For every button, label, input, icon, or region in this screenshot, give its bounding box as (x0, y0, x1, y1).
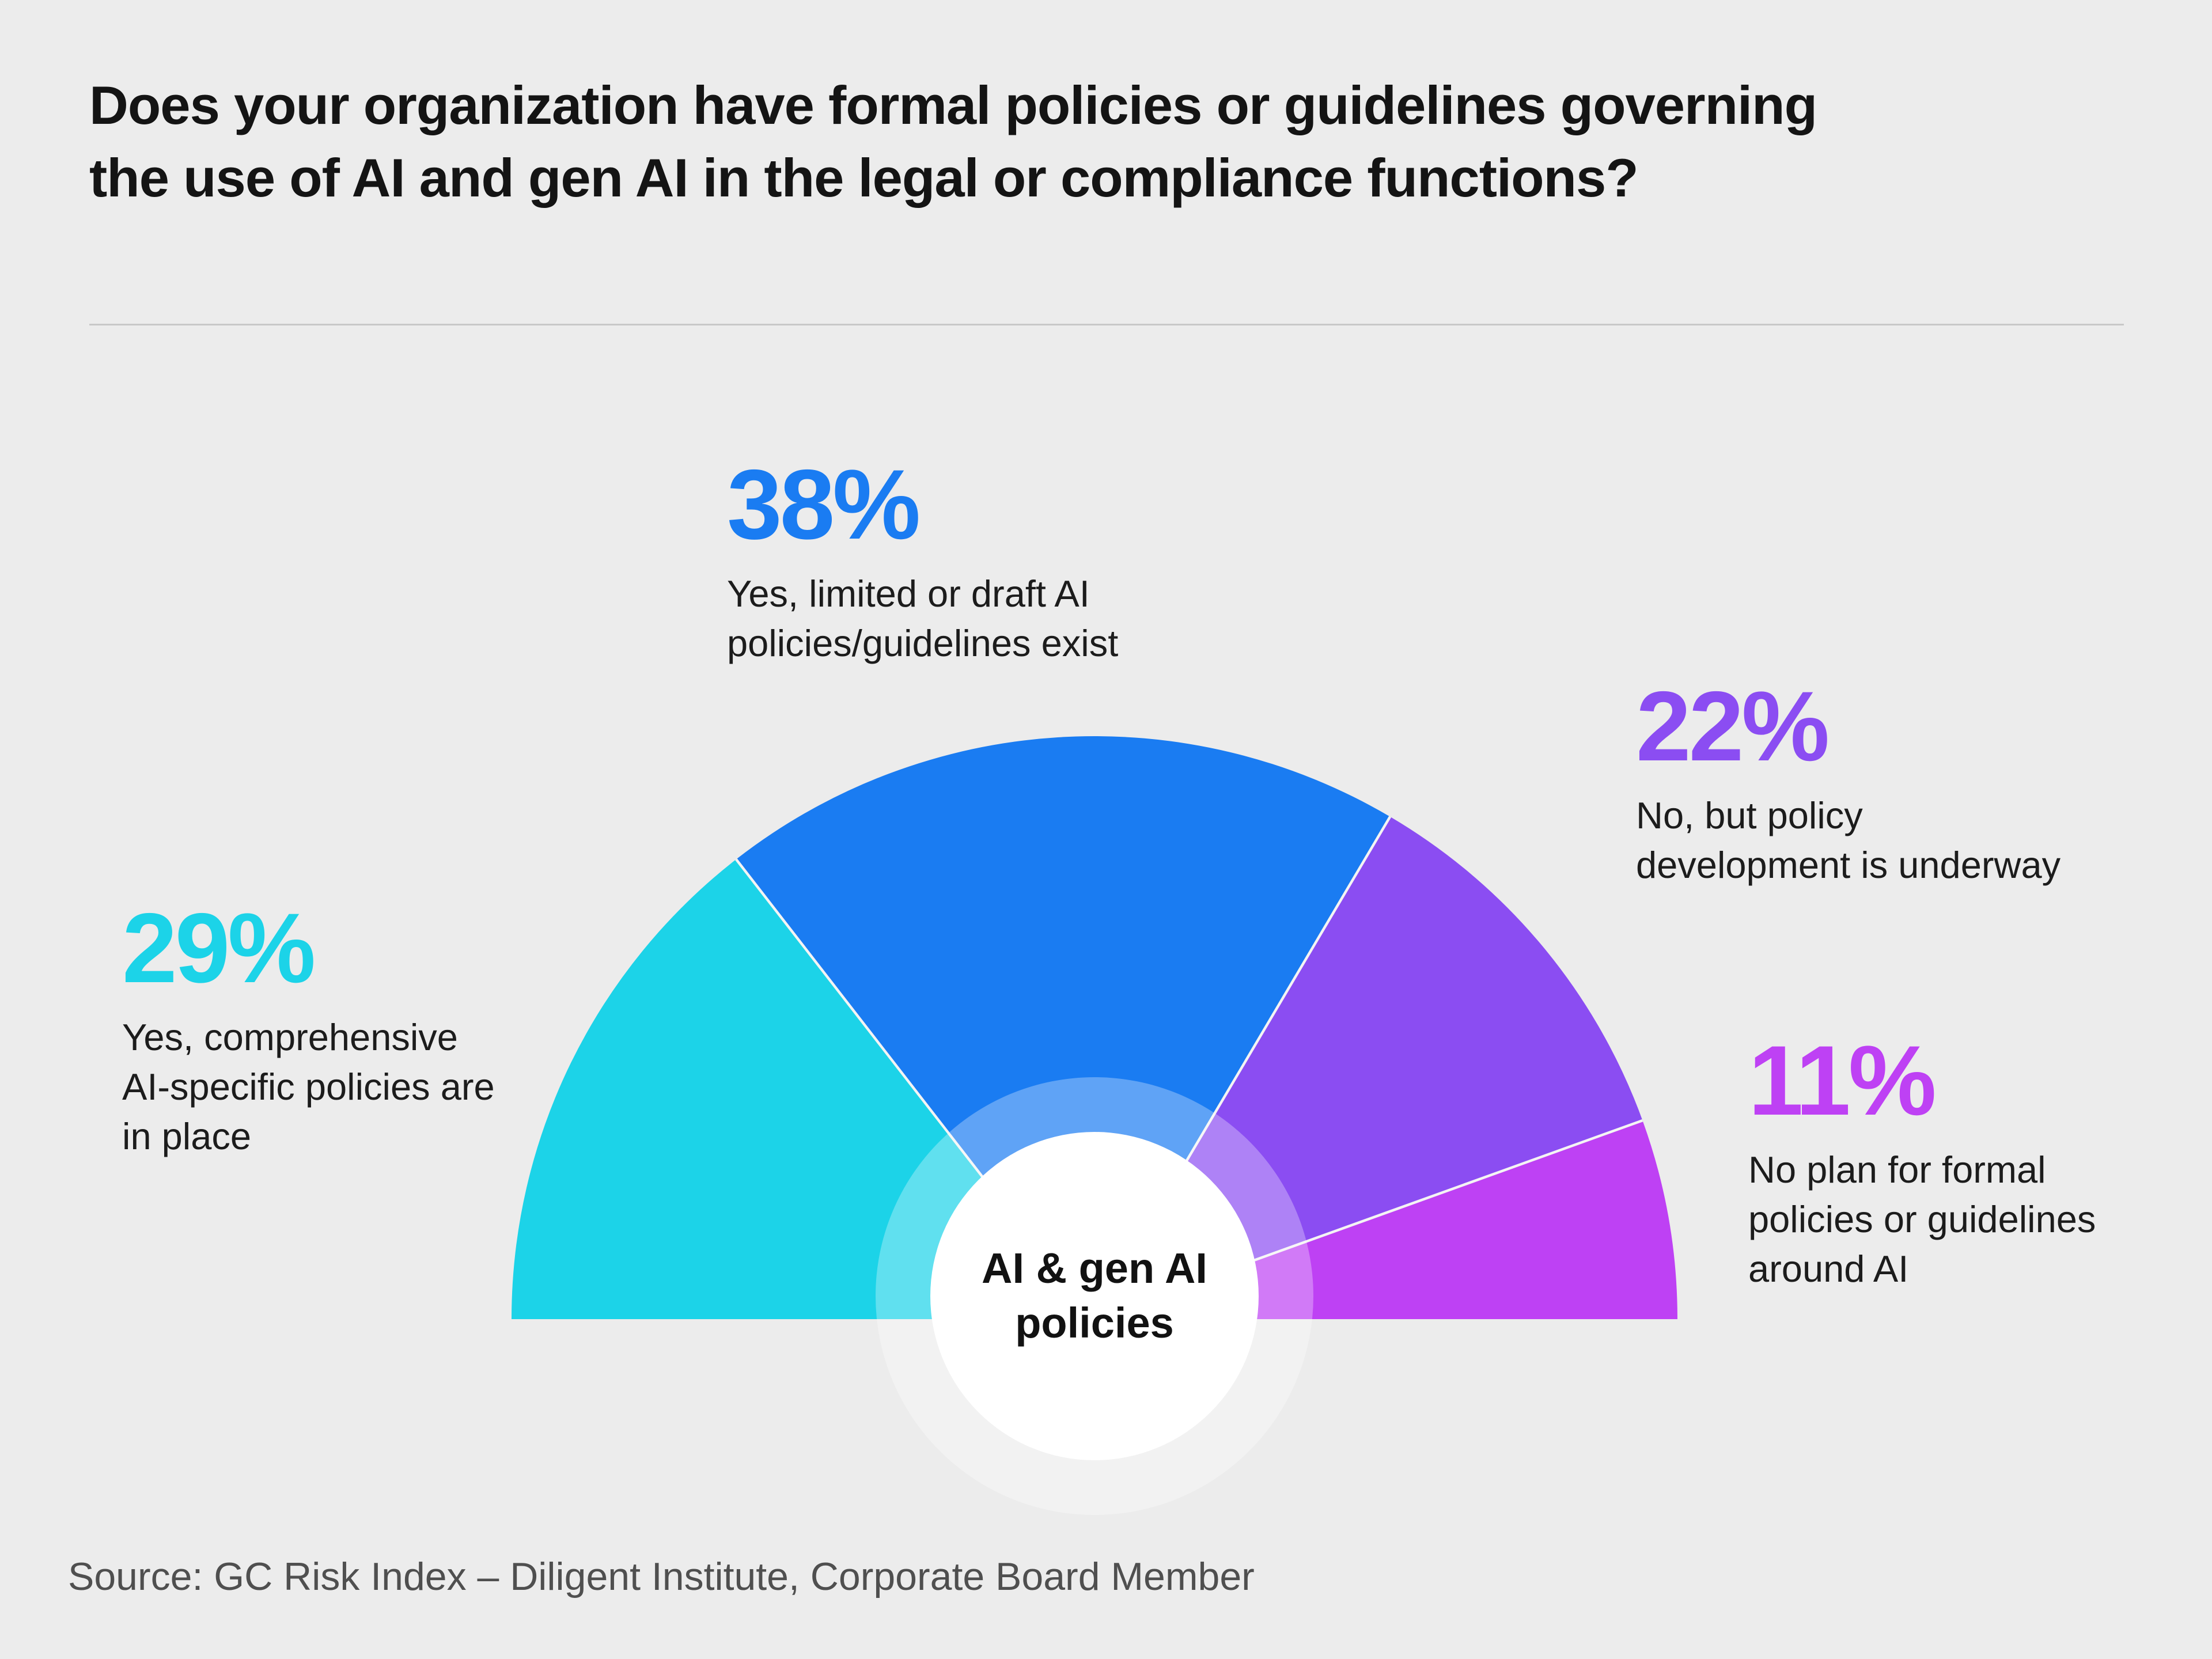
gauge-segment (1094, 817, 1643, 1319)
segment-label: No, but policy development is underway (1636, 794, 2061, 886)
title-divider (89, 324, 2124, 325)
callout-limited-draft-policies: 38% Yes, limited or draft AI policies/gu… (727, 455, 1188, 668)
page-title: Does your organization have formal polic… (89, 69, 2094, 214)
source-attribution: Source: GC Risk Index – Diligent Institu… (68, 1555, 1255, 1599)
callout-policy-development-underway: 22% No, but policy development is underw… (1636, 677, 2080, 890)
callout-comprehensive-policies: 29% Yes, comprehensive AI-specific polic… (122, 899, 514, 1161)
gauge-segment (512, 858, 1094, 1319)
page-title-line-1: Does your organization have formal polic… (89, 75, 1817, 135)
gauge-slices (512, 736, 1677, 1322)
callout-no-plan: 11% No plan for formal policies or guide… (1748, 1031, 2157, 1293)
gauge-center-hole (930, 1132, 1259, 1460)
gauge-segment (737, 736, 1392, 1319)
gauge-chart (512, 736, 1677, 1515)
percent-value: 38% (727, 449, 921, 560)
percent-value: 29% (122, 893, 316, 1003)
gauge-center-label: AI & gen AI policies (982, 1244, 1207, 1347)
segment-label: Yes, comprehensive AI-specific policies … (122, 1016, 495, 1157)
percent-value: 22% (1636, 671, 1830, 782)
segment-label: Yes, limited or draft AI policies/guidel… (727, 573, 1119, 664)
percent-value: 11% (1748, 1025, 1937, 1136)
page-title-line-2: the use of AI and gen AI in the legal or… (89, 147, 1639, 208)
segment-label: No plan for formal policies or guideline… (1748, 1149, 2096, 1290)
